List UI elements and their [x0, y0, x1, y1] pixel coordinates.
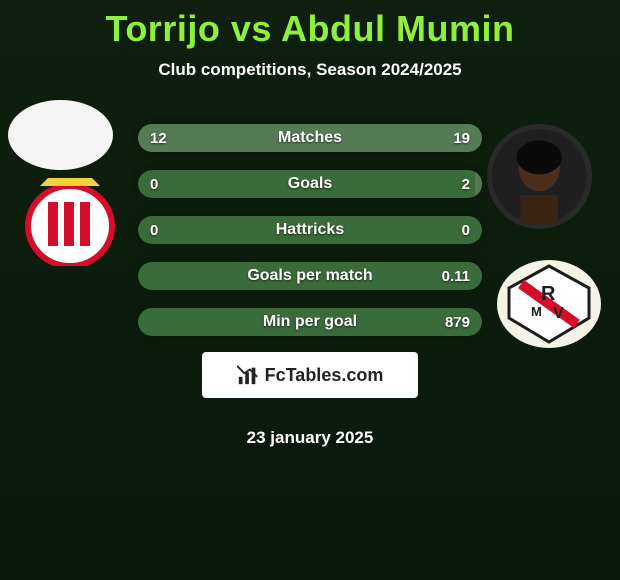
club-crest-left: [20, 178, 120, 266]
stat-label: Goals: [138, 170, 482, 198]
player-right-avatar: [487, 124, 592, 229]
stat-label: Goals per match: [138, 262, 482, 290]
player-left-avatar: [8, 100, 113, 170]
rayo-crest-icon: R V M: [497, 260, 602, 348]
stat-row: 0.11Goals per match: [138, 262, 482, 290]
brand-watermark: FcTables.com: [202, 352, 418, 398]
svg-text:V: V: [553, 305, 564, 322]
girona-crest-icon: [20, 178, 120, 266]
stat-row: 879Min per goal: [138, 308, 482, 336]
svg-text:M: M: [531, 304, 542, 319]
stat-label: Min per goal: [138, 308, 482, 336]
stat-label: Matches: [138, 124, 482, 152]
stat-row: 02Goals: [138, 170, 482, 198]
subtitle: Club competitions, Season 2024/2025: [0, 60, 620, 80]
stat-row: 1219Matches: [138, 124, 482, 152]
brand-text: FcTables.com: [265, 365, 384, 386]
date-text: 23 january 2025: [0, 428, 620, 448]
bar-chart-icon: [237, 364, 259, 386]
svg-text:R: R: [541, 283, 556, 305]
page-title: Torrijo vs Abdul Mumin: [0, 0, 620, 50]
stat-row: 00Hattricks: [138, 216, 482, 244]
club-crest-right: R V M: [497, 260, 602, 348]
comparison-bars: 1219Matches 02Goals 00Hattricks 0.11Goals p…: [138, 124, 482, 354]
player-right-portrait-icon: [492, 129, 587, 224]
stat-label: Hattricks: [138, 216, 482, 244]
